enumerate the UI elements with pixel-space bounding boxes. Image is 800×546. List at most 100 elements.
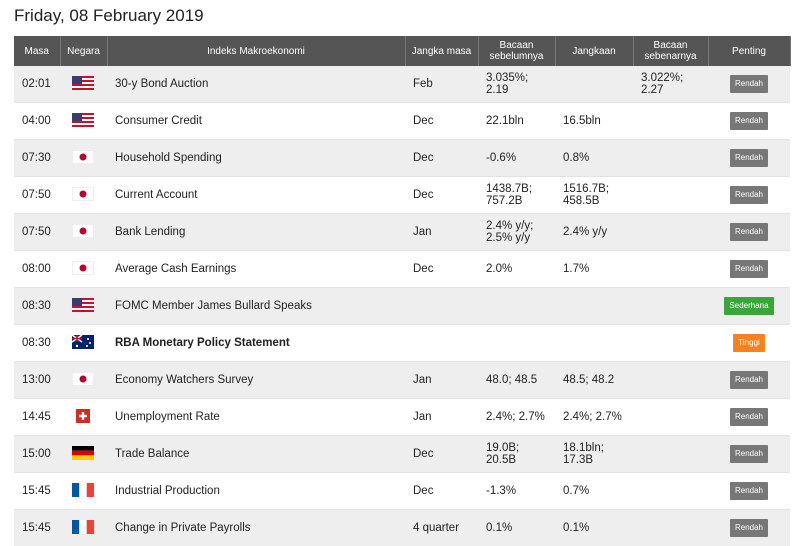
cell-line: 458.5B <box>563 195 600 207</box>
cell-line: 2.19 <box>486 84 509 96</box>
value-cell: 0.1% <box>555 509 633 546</box>
indicator-cell: Average Cash Earnings <box>107 250 405 288</box>
value-cell: Dec <box>405 250 478 288</box>
table-row: 08:00 Average Cash Earnings Dec 2.0% 1.7% Ren… <box>14 250 790 288</box>
value-cell <box>633 250 708 288</box>
cell-text: Average Cash Earnings <box>115 263 237 275</box>
flag-cell <box>60 176 107 214</box>
cell-line: 19.0B; <box>486 442 520 454</box>
cell-text: 22.1bln <box>486 115 524 127</box>
importance-badge: Rendah <box>729 75 769 93</box>
value-cell <box>633 324 708 362</box>
column-header: Masa <box>14 36 61 66</box>
value-cell: 2.4%; 2.7% <box>478 398 555 436</box>
page-title: Friday, 08 February 2019 <box>14 6 204 25</box>
importance-badge: Tinggi <box>733 334 765 352</box>
importance-badge: Rendah <box>729 371 769 389</box>
column-header: Jangkaan <box>555 36 634 66</box>
time-cell: 08:30 <box>14 324 60 362</box>
value-cell <box>633 176 708 214</box>
flag-cell <box>60 250 107 288</box>
cell-text: 48.5; 48.2 <box>563 374 615 386</box>
value-cell: -0.6% <box>478 139 555 177</box>
value-cell: Dec <box>405 102 478 140</box>
value-cell: 0.1% <box>478 509 555 546</box>
value-cell: Dec <box>405 176 478 214</box>
column-header: Negara <box>60 36 108 66</box>
time-cell: 07:50 <box>14 213 60 251</box>
value-cell <box>633 213 708 251</box>
value-cell <box>555 324 633 362</box>
value-cell <box>555 66 633 103</box>
importance-badge: Rendah <box>729 445 769 463</box>
importance-cell: Rendah <box>708 361 790 399</box>
cell-text: Feb <box>413 78 433 90</box>
flag <box>72 445 94 460</box>
cell-text: 48.0; 48.5 <box>486 374 538 386</box>
value-cell <box>633 361 708 399</box>
cell-text: Dec <box>413 152 434 164</box>
flag <box>71 260 95 275</box>
cell-text: 0.7% <box>563 485 590 497</box>
value-cell <box>478 287 555 325</box>
flag-cell <box>60 398 107 436</box>
indicator-cell: Change in Private Payrolls <box>107 509 405 546</box>
cell-text: Bank Lending <box>115 226 186 238</box>
time-cell: 15:00 <box>14 435 60 473</box>
cell-text: 2.4%; 2.7% <box>563 411 622 423</box>
value-cell: 4 quarter <box>405 509 478 546</box>
value-cell: Dec <box>405 435 478 473</box>
time-cell: 02:01 <box>14 66 60 103</box>
value-cell: 1.7% <box>555 250 633 288</box>
flag <box>72 482 94 497</box>
value-cell: 2.4% y/y <box>555 213 633 251</box>
cell-text: RBA Monetary Policy Statement <box>115 337 290 349</box>
value-cell <box>633 435 708 473</box>
flag-cell <box>60 361 107 399</box>
cell-text: 4 quarter <box>413 522 460 534</box>
cell-line: 20.5B <box>486 454 517 466</box>
importance-badge: Rendah <box>729 112 769 130</box>
table-row: 14:45 Unemployment Rate Jan 2.4%; 2.7% 2.4%;… <box>14 398 790 436</box>
cell-text: 15:45 <box>22 522 51 534</box>
cell-text: 04:00 <box>22 115 51 127</box>
cell-text: Consumer Credit <box>115 115 202 127</box>
importance-cell: Rendah <box>708 139 790 177</box>
table-row: 13:00 Economy Watchers Survey Jan 48.0; 48.… <box>14 361 790 399</box>
flag-cell <box>60 324 107 362</box>
value-cell: 16.5bln <box>555 102 633 140</box>
table-row: 08:30 RBA Monetary Policy Statement Tinggi <box>14 324 790 362</box>
flag-cell <box>60 435 107 473</box>
flag-cell <box>60 472 107 510</box>
time-cell: 15:45 <box>14 472 60 510</box>
indicator-cell: Industrial Production <box>107 472 405 510</box>
indicator-cell: FOMC Member James Bullard Speaks <box>107 287 405 325</box>
cell-line: 2.4% y/y; <box>486 220 534 232</box>
value-cell <box>405 287 478 325</box>
flag <box>71 223 95 238</box>
importance-cell: Sederhana <box>708 287 790 325</box>
cell-line: 757.2B <box>486 195 523 207</box>
value-cell: 19.0B; 20.5B <box>478 435 555 473</box>
cell-line: 3.035%; <box>486 72 529 84</box>
time-cell: 07:30 <box>14 139 60 177</box>
importance-cell: Rendah <box>708 435 790 473</box>
time-cell: 13:00 <box>14 361 60 399</box>
indicator-cell: Unemployment Rate <box>107 398 405 436</box>
cell-text: Jan <box>413 411 432 423</box>
time-cell: 14:45 <box>14 398 60 436</box>
flag <box>72 297 94 312</box>
indicator-cell: Trade Balance <box>107 435 405 473</box>
cell-text: 30-y Bond Auction <box>115 78 209 90</box>
value-cell: 48.0; 48.5 <box>478 361 555 399</box>
value-cell <box>633 509 708 546</box>
value-cell: Feb <box>405 66 478 103</box>
flag <box>72 75 94 90</box>
cell-text: Dec <box>413 448 434 460</box>
flag <box>76 408 90 423</box>
value-cell: Jan <box>405 361 478 399</box>
cell-text: 14:45 <box>22 411 51 423</box>
cell-line: 18.1bln; <box>563 442 604 454</box>
flag <box>72 112 94 127</box>
